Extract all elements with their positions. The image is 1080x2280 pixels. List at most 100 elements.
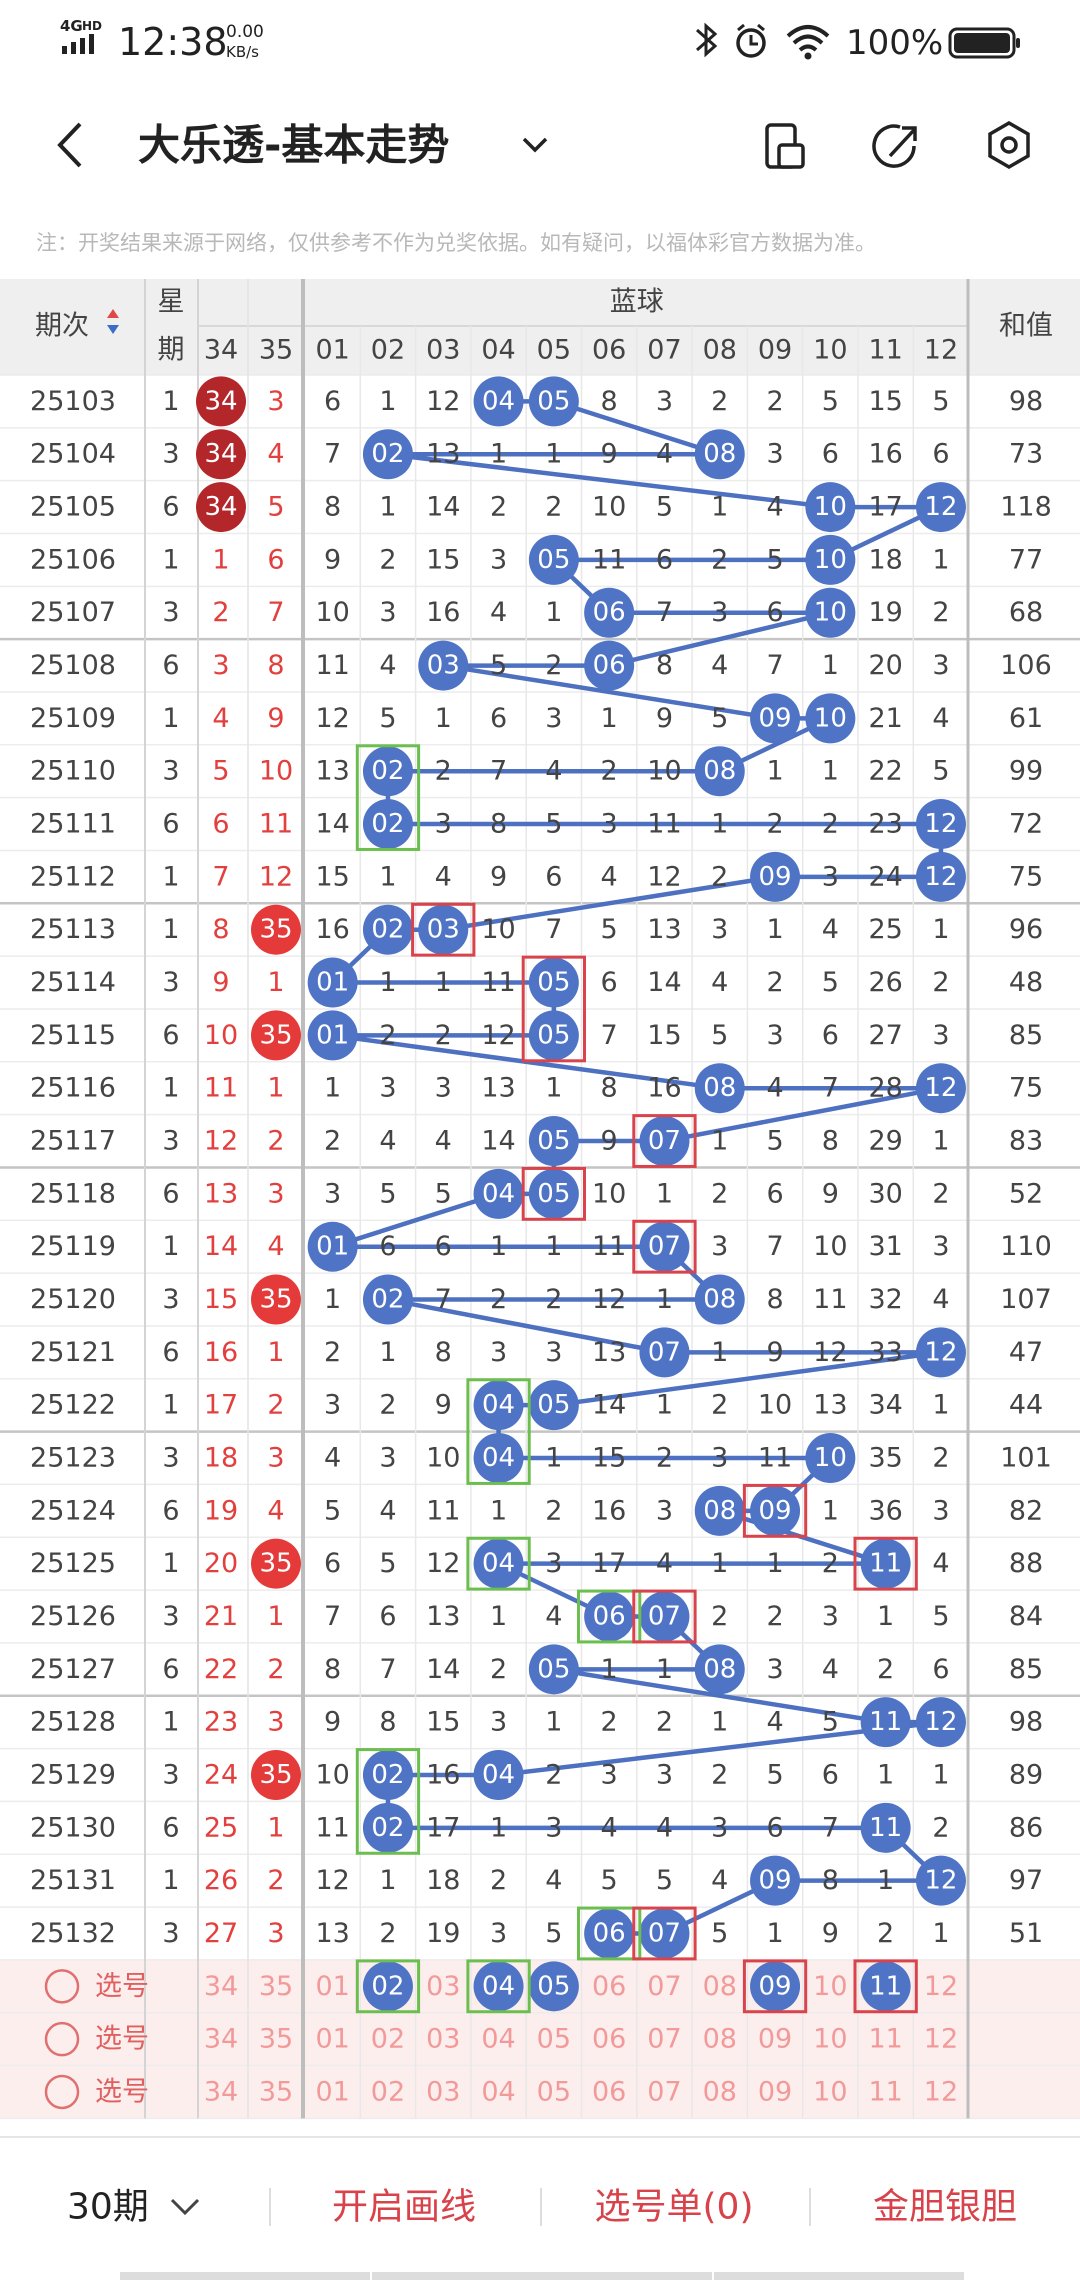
blue-miss: 3	[545, 1337, 562, 1368]
blue-miss: 1	[932, 914, 949, 945]
pick-radio[interactable]	[44, 2074, 80, 2110]
blue-miss: 7	[601, 1020, 618, 1051]
red-ball-number: 35	[259, 1285, 292, 1315]
pick-number: 04	[481, 2076, 515, 2107]
blue-miss: 2	[545, 1284, 562, 1315]
blue-miss: 2	[379, 544, 396, 575]
blue-miss: 2	[656, 1443, 673, 1474]
blue-col-header: 11	[868, 335, 902, 366]
blue-miss: 6	[545, 861, 562, 892]
blue-miss: 16	[426, 1759, 460, 1790]
blue-ball-number: 02	[371, 809, 404, 839]
red-miss: 3	[267, 386, 284, 417]
blue-miss: 4	[932, 1284, 949, 1315]
pick-number: 03	[426, 1971, 460, 2002]
blue-miss: 5	[711, 703, 728, 734]
period: 25107	[30, 597, 116, 628]
blue-miss: 2	[490, 1284, 507, 1315]
blue-miss: 4	[656, 1548, 673, 1579]
blue-miss: 13	[481, 1073, 515, 1104]
blue-miss: 1	[601, 703, 618, 734]
blue-miss: 3	[932, 1231, 949, 1262]
pick-number: 01	[315, 2076, 349, 2107]
blue-miss: 17	[426, 1812, 460, 1843]
draw-lines-button[interactable]: 开启画线	[332, 2187, 476, 2228]
weekday: 3	[162, 1284, 179, 1315]
blue-miss: 1	[490, 1231, 507, 1262]
pick-radio[interactable]	[44, 2021, 80, 2057]
sum: 48	[1009, 967, 1043, 998]
blue-miss: 11	[592, 1231, 626, 1262]
red-miss: 7	[212, 861, 229, 892]
blue-ball	[915, 1855, 966, 1906]
highlight-box	[632, 1219, 697, 1274]
blue-ball	[473, 1538, 524, 1589]
red-miss: 21	[204, 1601, 238, 1632]
weekday: 1	[162, 914, 179, 945]
gold-button[interactable]: 金胆银胆	[873, 2187, 1017, 2228]
sum: 73	[1009, 439, 1043, 470]
highlight-box	[411, 902, 476, 957]
blue-miss: 2	[435, 756, 452, 787]
pick-number: 05	[537, 2024, 571, 2055]
blue-ball	[584, 1908, 635, 1959]
share-icon[interactable]	[872, 124, 917, 168]
periods-select[interactable]: 30期	[67, 2187, 149, 2228]
red-miss: 3	[267, 1178, 284, 1209]
red-miss: 1	[267, 1812, 284, 1843]
weekday: 3	[162, 1601, 179, 1632]
sort-icon	[107, 325, 119, 334]
switch-icon[interactable]	[765, 123, 805, 169]
settings-icon[interactable]	[988, 120, 1030, 170]
title-dropdown[interactable]	[522, 137, 548, 153]
highlight-box	[355, 1748, 421, 1855]
picks-button[interactable]: 选号单(0)	[595, 2187, 754, 2228]
period: 25106	[30, 544, 116, 575]
red-miss: 19	[204, 1495, 238, 1526]
blue-miss: 12	[481, 1020, 515, 1051]
blue-miss: 7	[324, 1601, 341, 1632]
weekday: 6	[162, 1654, 179, 1685]
period: 25112	[30, 861, 116, 892]
blue-ball-number: 05	[537, 1179, 570, 1209]
blue-miss: 6	[932, 1654, 949, 1685]
blue-miss: 3	[490, 1918, 507, 1949]
blue-ball	[694, 1644, 745, 1695]
blue-ball-number: 02	[371, 1813, 404, 1843]
blue-miss: 13	[647, 914, 681, 945]
blue-miss: 1	[490, 1495, 507, 1526]
blue-miss: 7	[490, 756, 507, 787]
blue-ball	[307, 1221, 358, 1272]
blue-miss: 31	[868, 1231, 902, 1262]
pick-number: 07	[647, 2076, 681, 2107]
weekday: 6	[162, 650, 179, 681]
pick-number: 04	[481, 2024, 515, 2055]
blue-miss: 1	[379, 386, 396, 417]
blue-miss: 6	[822, 1759, 839, 1790]
red-miss: 14	[204, 1231, 238, 1262]
blue-miss: 2	[324, 1126, 341, 1157]
blue-miss: 5	[545, 809, 562, 840]
speed-unit: KB/s	[226, 43, 259, 61]
pick-number: 01	[315, 1971, 349, 2002]
blue-ball-number: 05	[537, 1020, 570, 1050]
blue-miss: 6	[766, 597, 783, 628]
back-button[interactable]	[57, 122, 82, 168]
red-miss: 24	[204, 1759, 238, 1790]
blue-ball	[915, 799, 966, 850]
pick-number: 11	[868, 2024, 902, 2055]
blue-ball-number: 09	[759, 1496, 792, 1526]
blue-miss: 3	[545, 703, 562, 734]
blue-miss: 3	[656, 1495, 673, 1526]
red-ball	[196, 482, 246, 533]
red-miss: 20	[204, 1548, 238, 1579]
blue-miss: 1	[711, 1707, 728, 1738]
pick-radio[interactable]	[44, 1969, 80, 2004]
blue-miss: 5	[932, 1601, 949, 1632]
highlight-box	[742, 1959, 808, 2014]
weekday: 6	[162, 492, 179, 523]
blue-miss: 1	[822, 650, 839, 681]
blue-miss: 6	[379, 1231, 396, 1262]
sum: 85	[1009, 1654, 1043, 1685]
blue-miss: 5	[379, 1548, 396, 1579]
